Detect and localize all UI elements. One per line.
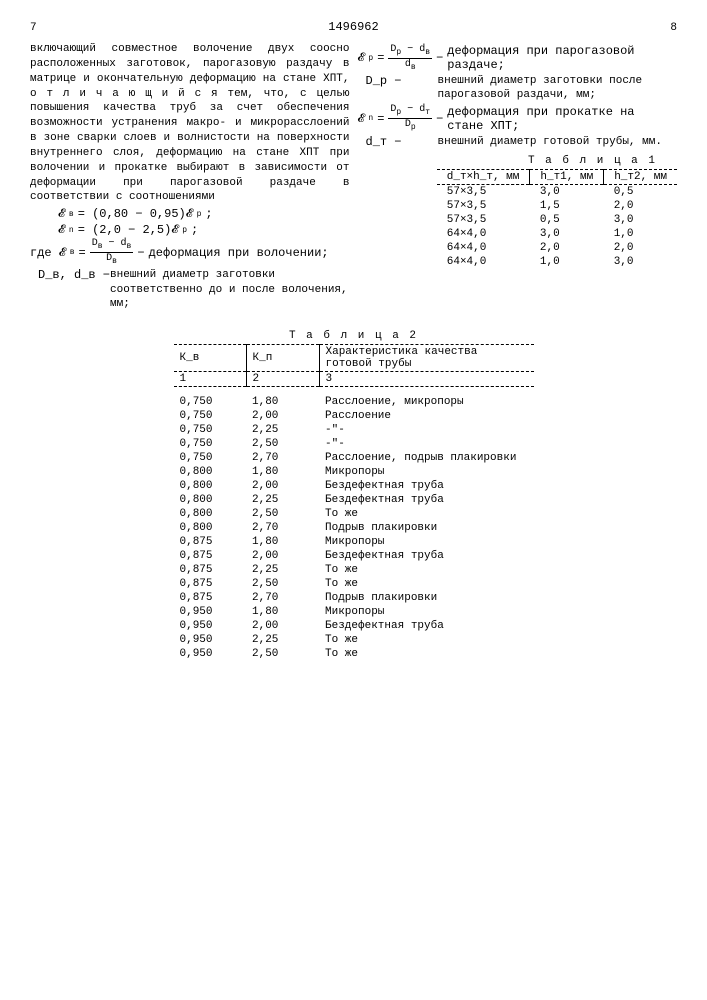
table-row: 0,7502,25-"- — [174, 423, 534, 437]
def-symbol: D_р − — [366, 74, 438, 103]
def-text: внешний диаметр готовой трубы, мм. — [438, 135, 678, 149]
def-symbol: d_т − — [366, 135, 438, 149]
table-row: 0,8002,00Бездефектная труба — [174, 479, 534, 493]
two-column-layout: включающий совместное волочение двух соо… — [30, 42, 677, 312]
right-column: 𝓔р = Dр − dв dв − деформация при парогаз… — [358, 42, 678, 312]
table-row: 0,8002,50То же — [174, 507, 534, 521]
formula-where: где 𝓔в = Dв − dв Dв − деформация при вол… — [30, 239, 350, 266]
page-header: 7 1496962 8 — [30, 20, 677, 34]
table1-header: h_т2, мм — [604, 169, 677, 184]
para-text: включающий совместное волочение двух соо… — [30, 43, 350, 85]
def-row: d_т − внешний диаметр готовой трубы, мм. — [366, 135, 678, 149]
para-text-2: тем, что, с целью повышения качества тру… — [30, 88, 350, 204]
table2-header: К_п — [246, 345, 319, 372]
table1-header: d_т×h_т, мм — [437, 169, 530, 184]
table-row: 57×3,53,00,5 — [437, 184, 677, 199]
formula-en2: 𝓔n = Dр − dт Dр − деформация при прокатк… — [358, 105, 678, 133]
table-row: 0,7501,80Расслоение, микропоры — [174, 395, 534, 409]
table2-subheader: 3 — [319, 372, 534, 387]
left-column: включающий совместное волочение двух соо… — [30, 42, 350, 312]
table-2: К_в К_п Характеристика качества готовой … — [174, 344, 534, 661]
def-row: D_в, d_в − внешний диаметр заготовки соо… — [38, 268, 350, 311]
table2-header: Характеристика качества готовой трубы — [319, 345, 534, 372]
def-row: D_р − внешний диаметр заготовки после па… — [366, 74, 678, 103]
table-row: 0,7502,70Расслоение, подрыв плакировки — [174, 451, 534, 465]
table1-header: h_т1, мм — [530, 169, 604, 184]
table-row: 57×3,50,53,0 — [437, 213, 677, 227]
fraction: Dр − dв dв — [388, 45, 432, 72]
table-row: 0,8752,25То же — [174, 563, 534, 577]
def-symbol: D_в, d_в − — [38, 268, 110, 311]
table-row: 0,9502,00Бездефектная труба — [174, 619, 534, 633]
table2-header: К_в — [174, 345, 247, 372]
def-text: деформация при парогазовой раздаче; — [447, 44, 677, 72]
table-1: d_т×h_т, мм h_т1, мм h_т2, мм 57×3,53,00… — [437, 169, 677, 269]
table2-title: Т а б л и ц а 2 — [174, 330, 534, 342]
table1-title: Т а б л и ц а 1 — [358, 155, 658, 167]
patent-number: 1496962 — [50, 20, 657, 34]
table-row: 64×4,01,03,0 — [437, 255, 677, 269]
def-text: внешний диаметр заготовки после парогазо… — [438, 74, 678, 103]
table-row: 0,8751,80Микропоры — [174, 535, 534, 549]
def-text: внешний диаметр заготовки соответственно… — [110, 268, 350, 311]
formula-ev: 𝓔в = (0,80 − 0,95)𝓔р; — [58, 207, 350, 221]
table-row: 0,9502,25То же — [174, 633, 534, 647]
table-row: 64×4,02,02,0 — [437, 241, 677, 255]
table-row: 0,8001,80Микропоры — [174, 465, 534, 479]
fraction: Dв − dв Dв — [90, 239, 134, 266]
table-row: 64×4,03,01,0 — [437, 227, 677, 241]
table-row: 0,7502,00Расслоение — [174, 409, 534, 423]
table-row: 0,7502,50-"- — [174, 437, 534, 451]
paragraph-main: включающий совместное волочение двух соо… — [30, 42, 350, 205]
table2-subheader: 2 — [246, 372, 319, 387]
def-text: деформация при прокатке на стане ХПТ; — [447, 105, 677, 133]
table-row: 0,8002,70Подрыв плакировки — [174, 521, 534, 535]
table-row: 0,8752,00Бездефектная труба — [174, 549, 534, 563]
formula-en: 𝓔n = (2,0 − 2,5)𝓔р; — [58, 223, 350, 237]
table-row: 0,9502,50То же — [174, 647, 534, 661]
para-spaced: о т л и ч а ю щ и й с я — [30, 88, 218, 100]
table-row: 0,8752,70Подрыв плакировки — [174, 591, 534, 605]
def-text: деформация при волочении; — [149, 246, 350, 260]
fraction: Dр − dт Dр — [388, 105, 432, 132]
table2-wrap: Т а б л и ц а 2 К_в К_п Характеристика к… — [174, 330, 534, 661]
page-num-right: 8 — [657, 22, 677, 34]
formula-er: 𝓔р = Dр − dв dв − деформация при парогаз… — [358, 44, 678, 72]
table-row: 0,8002,25Бездефектная труба — [174, 493, 534, 507]
table-row: 57×3,51,52,0 — [437, 199, 677, 213]
table-row: 0,8752,50То же — [174, 577, 534, 591]
table2-subheader: 1 — [174, 372, 247, 387]
page-num-left: 7 — [30, 22, 50, 34]
table-row: 0,9501,80Микропоры — [174, 605, 534, 619]
